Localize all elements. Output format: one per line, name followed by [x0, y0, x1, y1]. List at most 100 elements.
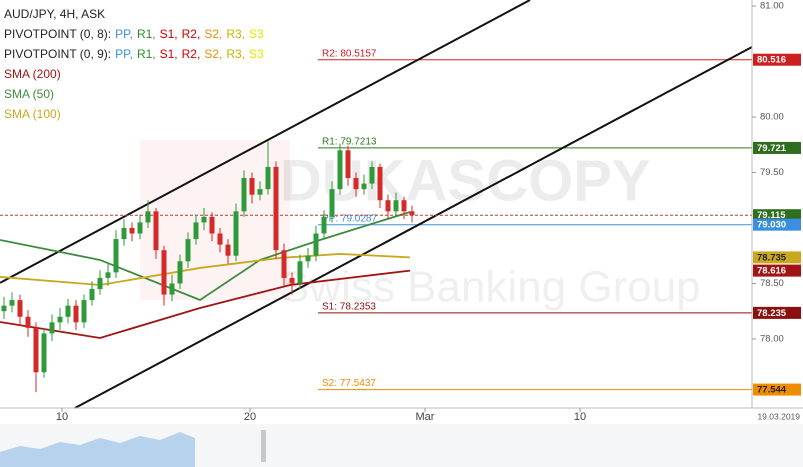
pivot-legend-item: R2, — [182, 47, 201, 61]
candle-body — [169, 283, 175, 295]
candle-body — [209, 216, 215, 234]
candle-body — [217, 233, 223, 245]
pivot-legend-label: PIVOTPOINT (0, 9): — [4, 47, 111, 61]
watermark: DUKASCOPY — [280, 148, 651, 213]
price-label: 78.235 — [757, 308, 787, 319]
candle-body — [9, 300, 15, 306]
price-label: 78.616 — [757, 266, 786, 277]
pivot-legend-item: R1, — [137, 27, 156, 41]
x-tick-label: Mar — [416, 411, 435, 423]
price-label: 78.735 — [757, 252, 787, 263]
candle-body — [321, 216, 327, 234]
price-label-box — [753, 53, 801, 66]
y-tick-label: 81.00 — [760, 1, 784, 12]
legend-entry: SMA (200) — [4, 67, 61, 81]
candle-body — [281, 250, 287, 278]
price-label: 79.115 — [757, 210, 786, 221]
candle-body — [329, 189, 335, 217]
candle-body — [129, 227, 135, 234]
end-date: 19.03.2019 — [757, 411, 800, 421]
y-tick-label: 78.00 — [760, 333, 784, 344]
price-label-box — [753, 251, 801, 264]
candle-body — [121, 227, 127, 240]
candle-body — [361, 183, 367, 190]
x-tick-label: 10 — [56, 411, 68, 423]
candle-body — [137, 222, 143, 234]
price-label: 79.721 — [757, 143, 787, 154]
candle-body — [49, 322, 55, 334]
candle-body — [113, 239, 119, 273]
candle-body — [225, 244, 231, 256]
candle-body — [193, 222, 199, 240]
candle-body — [401, 200, 407, 212]
price-label: 79.030 — [757, 220, 786, 231]
y-tick-label: 80.00 — [760, 111, 784, 122]
candle-body — [233, 211, 239, 256]
candle-body — [289, 277, 295, 284]
legend-title: AUD/JPY, 4H, ASK — [4, 7, 105, 21]
pivot-legend-label: PIVOTPOINT (0, 8): — [4, 27, 111, 41]
candle-body — [81, 300, 87, 323]
candle-body — [305, 255, 311, 262]
pivot-legend-item: S2, — [204, 47, 222, 61]
candle-body — [265, 166, 271, 190]
candle-body — [353, 178, 359, 190]
pivot-label: PP: 79.0287 — [322, 213, 377, 224]
candle-body — [385, 200, 391, 212]
candle-body — [409, 211, 415, 216]
pivot-legend-item: R3, — [226, 27, 245, 41]
pivot-label: S1: 78.2353 — [322, 301, 376, 312]
x-tick-label: 20 — [244, 411, 256, 423]
pivot-label: S2: 77.5437 — [322, 378, 376, 389]
candle-body — [161, 250, 167, 295]
candle-body — [345, 150, 351, 179]
price-label-box — [753, 141, 801, 154]
candle-body — [177, 261, 183, 284]
pivot-legend: PIVOTPOINT (0, 8): PP, R1, S1, R2, S2, R3, S3 — [4, 27, 264, 41]
candle-body — [41, 333, 47, 373]
price-label: 80.516 — [757, 55, 786, 66]
pivot-label: R2: 80.5157 — [322, 48, 377, 59]
price-label-box — [753, 218, 801, 231]
y-tick-label: 79.50 — [760, 167, 784, 178]
pivot-legend-item: PP, — [115, 47, 133, 61]
pivot-legend-item: R2, — [182, 27, 201, 41]
channel-line — [0, 0, 531, 284]
candle-body — [377, 166, 383, 201]
x-tick-label: 10 — [574, 411, 586, 423]
candle-body — [369, 166, 375, 184]
candle-body — [73, 305, 79, 323]
candle-body — [273, 166, 279, 251]
channel-line — [74, 46, 753, 409]
candle-body — [57, 316, 63, 323]
candle-body — [297, 261, 303, 284]
pivot-legend-item: S3 — [249, 27, 264, 41]
candle-body — [33, 327, 39, 373]
legend-entry: SMA (100) — [4, 107, 61, 121]
pivot-label: R1: 79.7213 — [322, 137, 377, 148]
navigator-handle[interactable] — [261, 430, 266, 462]
candle-body — [249, 178, 255, 195]
candle-body — [257, 189, 263, 195]
candle-body — [185, 239, 191, 262]
candle-body — [241, 178, 247, 212]
y-tick-label: 78.50 — [760, 278, 784, 289]
price-label-box — [753, 383, 801, 396]
price-label-box — [753, 264, 801, 277]
legend: AUD/JPY, 4H, ASK PIVOTPOINT (0, 8): PP, R1,… — [4, 7, 264, 121]
candle-body — [89, 289, 95, 301]
candle-body — [65, 305, 71, 317]
sma-line — [0, 211, 411, 302]
candle-body — [313, 233, 319, 256]
candle-body — [201, 216, 207, 223]
candle-body — [25, 316, 31, 328]
pivot-legend-item: R3, — [226, 47, 245, 61]
pivot-legend-item: PP, — [115, 27, 133, 41]
candle-body — [337, 150, 343, 190]
candle-body — [105, 272, 111, 278]
pivot-legend-item: R1, — [137, 47, 156, 61]
legend-entry: SMA (50) — [4, 87, 54, 101]
price-label-box — [753, 209, 801, 222]
price-label-box — [753, 306, 801, 319]
